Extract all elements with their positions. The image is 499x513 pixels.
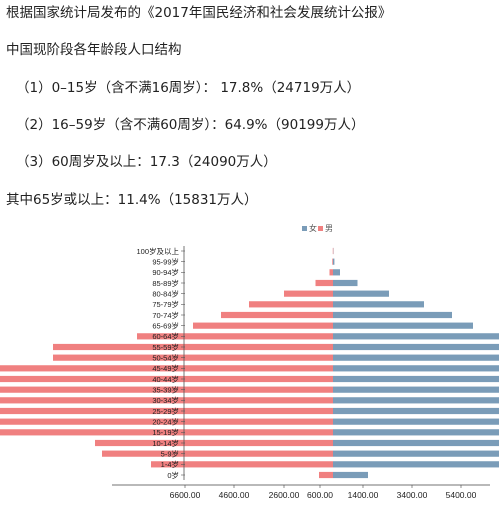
- y-tick-label-18: 85-89岁: [152, 278, 179, 288]
- y-tick-label-2: 5-9岁: [161, 448, 179, 458]
- bar-female-10: [333, 365, 499, 372]
- chart-legend: 女男: [302, 223, 333, 233]
- bar-female-12: [333, 343, 499, 351]
- bar-male-7: [0, 397, 333, 404]
- y-tick-label-20: 95-99岁: [152, 256, 179, 266]
- y-tick-label-16: 75-79岁: [152, 299, 179, 309]
- bar-female-11: [333, 354, 499, 361]
- bar-female-15: [333, 311, 452, 319]
- bar-male-10: [0, 365, 333, 372]
- bar-female-20: [333, 258, 335, 265]
- y-tick-label-9: 40-44岁: [152, 374, 179, 384]
- legend-swatch-male: [318, 226, 323, 231]
- bar-male-2: [102, 450, 333, 457]
- y-tick-label-8: 35-39岁: [152, 384, 179, 394]
- bar-male-13: [137, 333, 333, 340]
- y-tick-label-10: 45-49岁: [152, 363, 179, 373]
- chart-bars: [0, 247, 499, 479]
- y-tick-label-12: 55-59岁: [152, 342, 179, 352]
- bar-male-1: [151, 461, 333, 468]
- y-tick-label-0: 0岁: [167, 470, 179, 480]
- bar-female-9: [333, 375, 499, 383]
- legend-label-female: 女: [309, 223, 317, 233]
- bar-male-3: [95, 439, 333, 447]
- legend-swatch-female: [302, 226, 307, 231]
- x-tick-label-2: 2600.00: [269, 490, 300, 500]
- x-tick-label-6: 5400.00: [446, 490, 477, 500]
- y-tick-label-1: 1-4岁: [161, 459, 179, 469]
- bar-male-4: [0, 429, 333, 436]
- x-tick-label-3: 600.00: [307, 490, 333, 500]
- bar-female-17: [333, 290, 389, 297]
- bar-female-8: [333, 386, 499, 393]
- bar-female-3: [333, 439, 499, 447]
- bar-female-5: [333, 418, 499, 425]
- line-age-60-plus: （3）60周岁及以上：17.3（24090万人）: [16, 154, 277, 170]
- y-tick-label-17: 80-84岁: [152, 288, 179, 298]
- bar-female-13: [333, 333, 499, 340]
- bar-female-16: [333, 301, 424, 308]
- y-tick-label-19: 90-94岁: [152, 267, 179, 277]
- bar-male-20: [332, 258, 333, 265]
- bar-male-15: [221, 311, 333, 319]
- y-tick-label-14: 65-69岁: [152, 320, 179, 330]
- x-tick-label-4: 1400.00: [348, 490, 379, 500]
- y-tick-label-7: 30-34岁: [152, 395, 179, 405]
- y-tick-label-3: 10-14岁: [152, 438, 179, 448]
- y-tick-label-21: 100岁及以上: [136, 246, 179, 256]
- y-tick-label-13: 60-64岁: [152, 331, 179, 341]
- bar-male-11: [53, 354, 333, 361]
- bar-male-21: [332, 247, 334, 255]
- bar-female-0: [333, 471, 368, 479]
- y-tick-label-11: 50-54岁: [152, 352, 179, 362]
- y-tick-label-5: 20-24岁: [152, 416, 179, 426]
- line-age-16-59: （2）16–59岁（含不满60周岁）：64.9%（90199万人）: [16, 117, 365, 133]
- bar-female-4: [333, 429, 499, 436]
- y-tick-label-6: 25-29岁: [152, 406, 179, 416]
- bar-male-5: [0, 418, 333, 425]
- bar-female-7: [333, 397, 499, 404]
- y-tick-label-4: 15-19岁: [152, 427, 179, 437]
- line-source: 根据国家统计局发布的《2017年国民经济和社会发展统计公报》: [6, 5, 392, 21]
- bar-male-6: [0, 407, 333, 415]
- bar-male-9: [0, 375, 333, 383]
- x-tick-label-5: 3400.00: [397, 490, 428, 500]
- bar-female-1: [333, 461, 499, 468]
- line-age-0-15: （1）0–15岁（含不满16周岁）： 17.8%（24719万人）: [16, 80, 361, 96]
- x-tick-label-0: 6600.00: [170, 490, 201, 500]
- chart-x-axis: 6600.00 4600.00 2600.00 600.00 1400.00 3400.0…: [112, 484, 490, 500]
- bar-female-6: [333, 407, 499, 415]
- bar-male-17: [284, 290, 333, 297]
- bar-male-16: [249, 301, 333, 308]
- line-age-65-plus: 其中65岁或以上：11.4%（15831万人）: [6, 192, 258, 208]
- bar-male-18: [315, 279, 333, 287]
- line-title: 中国现阶段各年龄段人口结构: [6, 42, 182, 58]
- bar-male-8: [0, 386, 333, 393]
- x-tick-label-1: 4600.00: [219, 490, 250, 500]
- bar-female-19: [333, 269, 340, 276]
- bar-female-18: [333, 279, 358, 287]
- bar-female-14: [333, 322, 473, 329]
- bar-male-0: [319, 471, 333, 479]
- chart-y-labels: 0岁1-4岁5-9岁10-14岁15-19岁20-24岁25-29岁30-34岁…: [136, 246, 185, 480]
- bar-male-14: [193, 322, 333, 329]
- y-tick-label-15: 70-74岁: [152, 310, 179, 320]
- bar-female-2: [333, 450, 499, 457]
- bar-male-19: [329, 269, 333, 276]
- legend-label-male: 男: [325, 224, 333, 233]
- bar-male-12: [53, 343, 333, 351]
